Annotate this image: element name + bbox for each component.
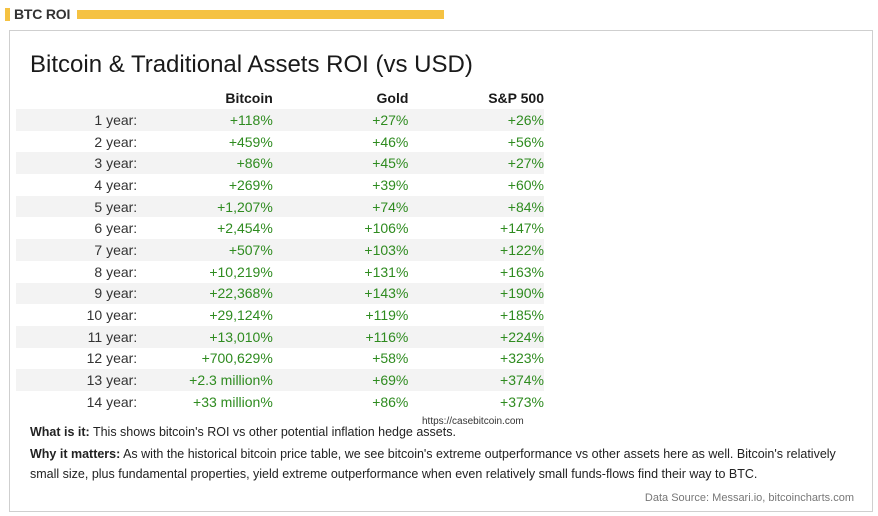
table-header-row: Bitcoin Gold S&P 500 [16, 87, 544, 109]
cell-gold: +27% [272, 109, 409, 131]
header-marker [5, 7, 10, 21]
row-period-label: 7 year: [16, 239, 138, 261]
row-period-label: 14 year: [86, 393, 138, 410]
table-row: 9 year: +22,368% +143% +190% [16, 282, 544, 305]
table-row: 10 year: +29,124% +119% +185% [16, 304, 544, 326]
cell-sp500: +84% [408, 195, 544, 218]
section-title: BTC ROI [14, 6, 71, 22]
table-row: 7 year: +507% +103% +122% [16, 239, 544, 261]
table-row: 5 year: +1,207% +74% +84% [16, 195, 544, 218]
row-period-label: 11 year: [16, 325, 138, 348]
cell-sp500: +185% [500, 307, 544, 324]
row-period-label: 8 year: [94, 263, 138, 280]
table-row: 8 year: +10,219% +131% +163% [16, 261, 544, 283]
cell-gold: +58% [372, 350, 409, 367]
cell-bitcoin: +459% [228, 133, 273, 150]
cell-bitcoin: +2,454% [217, 220, 273, 237]
cell-gold: +143% [272, 282, 409, 305]
what-is-it-label: What is it: [30, 425, 90, 439]
cell-bitcoin: +700,629% [201, 350, 273, 367]
row-period-label: 1 year: [16, 109, 138, 131]
table-row: 4 year: +269% +39% +60% [16, 174, 544, 196]
row-period-label: 6 year: [94, 220, 138, 237]
cell-sp500: +224% [408, 325, 544, 348]
watermark-url: https://casebitcoin.com [422, 416, 524, 427]
section-header: BTC ROI [5, 6, 445, 22]
why-it-matters-label: Why it matters: [30, 447, 121, 461]
cell-bitcoin: +86% [137, 152, 273, 175]
cell-bitcoin: +10,219% [209, 263, 273, 280]
cell-gold: +86% [372, 393, 409, 410]
row-period-label: 3 year: [16, 152, 138, 175]
card-title: Bitcoin & Traditional Assets ROI (vs USD… [30, 51, 473, 78]
table-row: 11 year: +13,010% +116% +224% [16, 325, 544, 348]
cell-sp500: +60% [507, 176, 544, 193]
cell-bitcoin: +22,368% [137, 282, 273, 305]
column-header-period [16, 87, 137, 109]
cell-bitcoin: +1,207% [137, 195, 273, 218]
table-row: 12 year: +700,629% +58% +323% [16, 348, 544, 370]
what-is-it-text: This shows bitcoin's ROI vs other potent… [89, 425, 456, 439]
data-source: Data Source: Messari.io, bitcoincharts.c… [644, 492, 854, 504]
table-row: 6 year: +2,454% +106% +147% [16, 217, 544, 239]
table-row: 3 year: +86% +45% +27% [16, 152, 544, 175]
table-body: 1 year: +118% +27% +26% 2 year: +459% +46% +56%… [16, 109, 544, 413]
cell-gold: +103% [272, 239, 409, 261]
cell-sp500: +190% [408, 282, 544, 305]
cell-sp500: +27% [408, 152, 544, 175]
cell-bitcoin: +33 million% [193, 393, 273, 410]
header-accent-bar [77, 9, 445, 19]
column-header-gold: Gold [376, 90, 409, 106]
cell-bitcoin: +29,124% [209, 307, 273, 324]
table-row: 13 year: +2.3 million% +69% +374% [16, 369, 544, 391]
row-period-label: 9 year: [16, 282, 138, 305]
cell-bitcoin: +2.3 million% [137, 369, 273, 391]
cell-bitcoin: +269% [228, 176, 273, 193]
cell-sp500: +56% [507, 133, 544, 150]
row-period-label: 5 year: [16, 195, 138, 218]
cell-gold: +69% [272, 369, 409, 391]
cell-bitcoin: +118% [137, 109, 273, 131]
cell-bitcoin: +507% [137, 239, 273, 261]
cell-gold: +131% [364, 263, 409, 280]
row-period-label: 12 year: [86, 350, 138, 367]
cell-sp500: +122% [408, 239, 544, 261]
cell-bitcoin: +13,010% [137, 325, 273, 348]
cell-sp500: +373% [500, 393, 544, 410]
cell-sp500: +323% [500, 350, 544, 367]
cell-gold: +45% [272, 152, 409, 175]
what-is-it-note: What is it: This shows bitcoin's ROI vs … [30, 422, 456, 442]
roi-table: Bitcoin Gold S&P 500 1 year: +118% +27% +26… [16, 87, 544, 413]
row-period-label: 10 year: [86, 307, 138, 324]
cell-gold: +74% [272, 195, 409, 218]
row-period-label: 13 year: [16, 369, 138, 391]
row-period-label: 2 year: [94, 133, 138, 150]
column-header-sp500: S&P 500 [488, 90, 544, 106]
cell-sp500: +26% [408, 109, 544, 131]
cell-gold: +39% [372, 176, 409, 193]
cell-gold: +116% [272, 325, 409, 348]
why-it-matters-note: Why it matters: As with the historical b… [30, 444, 850, 484]
cell-gold: +119% [365, 307, 409, 324]
cell-sp500: +374% [408, 369, 544, 391]
table-row: 2 year: +459% +46% +56% [16, 131, 544, 153]
table-row: 14 year: +33 million% +86% +373% [16, 391, 544, 413]
row-period-label: 4 year: [94, 176, 138, 193]
cell-sp500: +147% [500, 220, 544, 237]
cell-gold: +46% [372, 133, 409, 150]
cell-gold: +106% [364, 220, 409, 237]
roi-card: Bitcoin & Traditional Assets ROI (vs USD… [9, 30, 873, 512]
column-header-bitcoin: Bitcoin [225, 90, 273, 106]
table-row: 1 year: +118% +27% +26% [16, 109, 544, 131]
why-it-matters-text: As with the historical bitcoin price tab… [30, 447, 836, 481]
cell-sp500: +163% [500, 263, 544, 280]
